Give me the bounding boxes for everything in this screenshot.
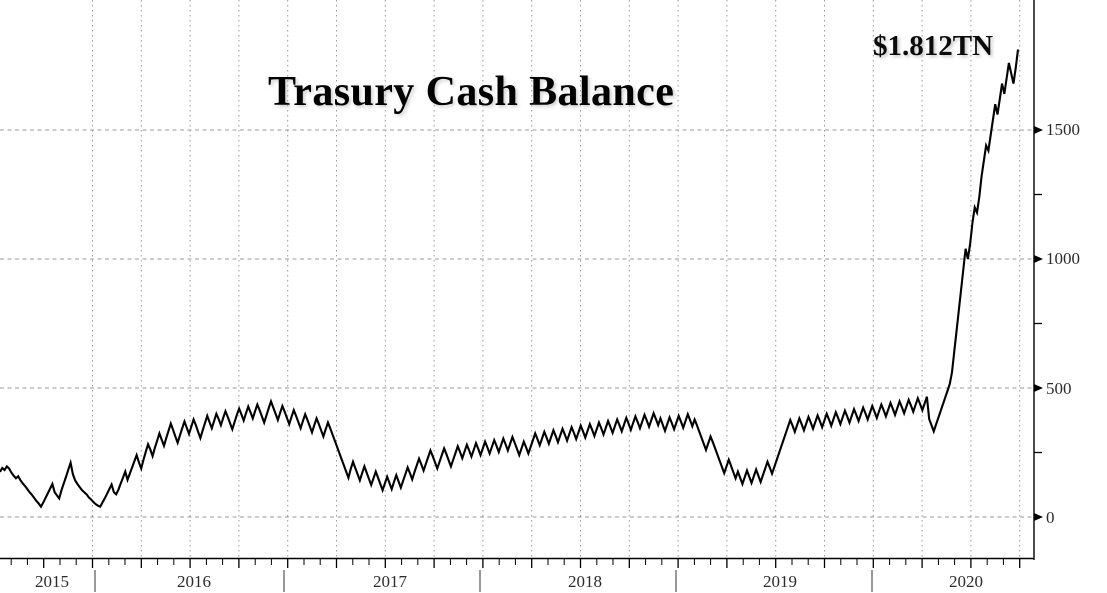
latest-value-annotation: $1.812TN [873,30,994,62]
x-tick-label-2018: 2018 [568,572,602,591]
x-tick-label-2020: 2020 [949,572,983,591]
page-title: Trasury Cash Balance [268,69,675,115]
series-line-treasury-cash-balance [0,49,1020,509]
y-tick-label-500: 500 [1046,379,1072,398]
x-tick-label-2019: 2019 [763,572,797,591]
y-tick-label-1500: 1500 [1046,120,1080,139]
y-tick-label-0: 0 [1046,508,1055,527]
vertical-gridlines [92,0,1021,558]
y-tick-label-1000: 1000 [1046,249,1080,268]
x-tick-label-2015: 2015 [35,572,69,591]
x-axis-ticks [10,559,1021,568]
y-axis-ticks [1034,126,1043,521]
x-tick-label-2016: 2016 [177,572,211,591]
x-tick-label-2017: 2017 [373,572,407,591]
x-year-separators [94,570,873,592]
